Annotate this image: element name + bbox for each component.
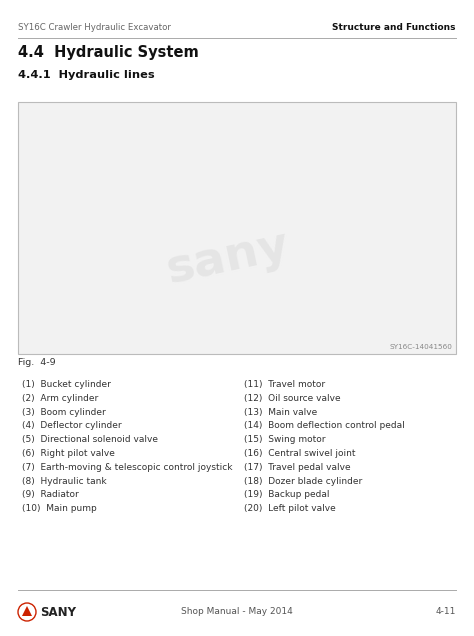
Text: SY16C-14041560: SY16C-14041560 — [389, 344, 452, 350]
Circle shape — [18, 603, 36, 621]
Text: 4-11: 4-11 — [436, 607, 456, 616]
Text: (9)  Radiator: (9) Radiator — [22, 490, 79, 499]
Text: 4.4.1  Hydraulic lines: 4.4.1 Hydraulic lines — [18, 70, 155, 80]
Text: Fig.  4-9: Fig. 4-9 — [18, 358, 55, 367]
Text: Shop Manual - May 2014: Shop Manual - May 2014 — [181, 607, 293, 616]
Text: (14)  Boom deflection control pedal: (14) Boom deflection control pedal — [244, 422, 405, 431]
Text: (19)  Backup pedal: (19) Backup pedal — [244, 490, 329, 499]
Text: 4.4  Hydraulic System: 4.4 Hydraulic System — [18, 45, 199, 60]
Text: (10)  Main pump: (10) Main pump — [22, 504, 97, 513]
Text: Structure and Functions: Structure and Functions — [332, 23, 456, 32]
Text: (20)  Left pilot valve: (20) Left pilot valve — [244, 504, 336, 513]
Text: (8)  Hydraulic tank: (8) Hydraulic tank — [22, 476, 107, 486]
Text: SY16C Crawler Hydraulic Excavator: SY16C Crawler Hydraulic Excavator — [18, 23, 171, 32]
Text: (7)  Earth-moving & telescopic control joystick: (7) Earth-moving & telescopic control jo… — [22, 463, 233, 472]
Text: (2)  Arm cylinder: (2) Arm cylinder — [22, 394, 98, 403]
Text: (15)  Swing motor: (15) Swing motor — [244, 435, 326, 444]
FancyBboxPatch shape — [18, 102, 456, 354]
Text: (12)  Oil source valve: (12) Oil source valve — [244, 394, 341, 403]
Text: (5)  Directional solenoid valve: (5) Directional solenoid valve — [22, 435, 158, 444]
Text: (3)  Boom cylinder: (3) Boom cylinder — [22, 408, 106, 417]
Text: (17)  Travel pedal valve: (17) Travel pedal valve — [244, 463, 351, 472]
Text: (18)  Dozer blade cylinder: (18) Dozer blade cylinder — [244, 476, 362, 486]
Text: (6)  Right pilot valve: (6) Right pilot valve — [22, 449, 115, 458]
Text: SANY: SANY — [40, 605, 76, 618]
Polygon shape — [22, 606, 32, 616]
Text: (1)  Bucket cylinder: (1) Bucket cylinder — [22, 380, 111, 389]
Text: (16)  Central swivel joint: (16) Central swivel joint — [244, 449, 356, 458]
Text: (13)  Main valve: (13) Main valve — [244, 408, 317, 417]
Text: (4)  Deflector cylinder: (4) Deflector cylinder — [22, 422, 122, 431]
Text: (11)  Travel motor: (11) Travel motor — [244, 380, 325, 389]
Text: sany: sany — [163, 223, 294, 293]
